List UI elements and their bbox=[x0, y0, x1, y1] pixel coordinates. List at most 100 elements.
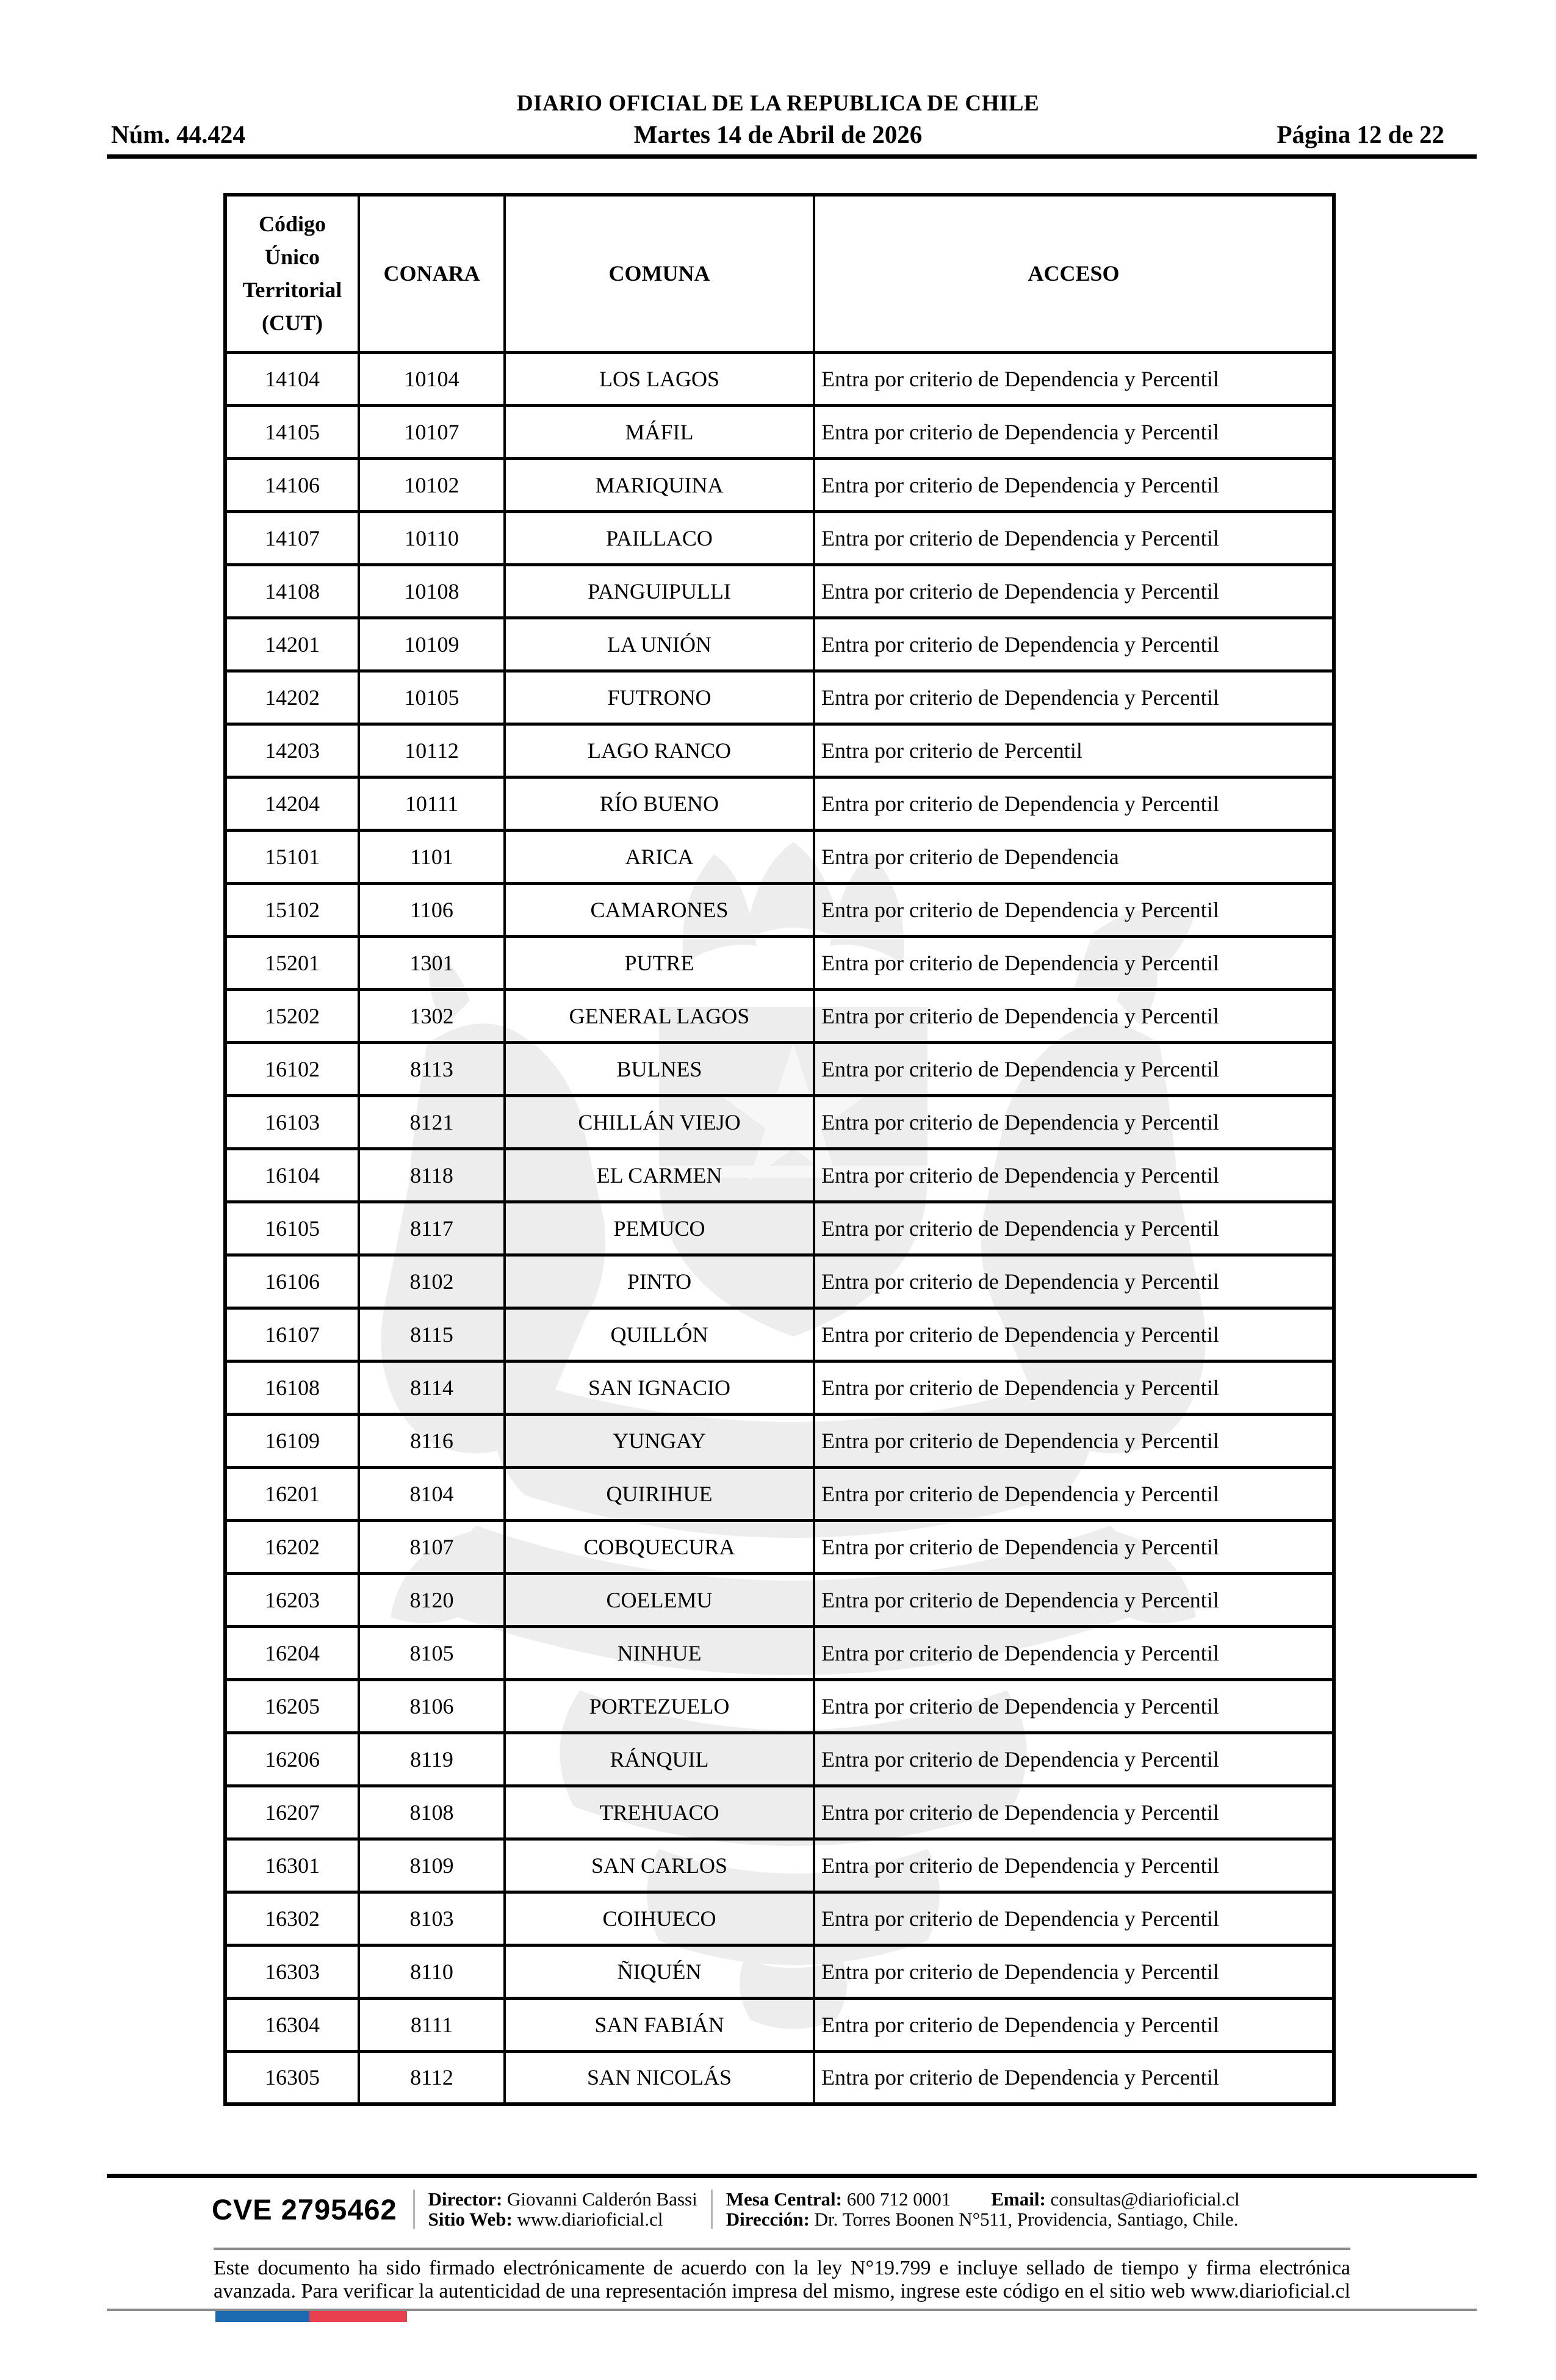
direccion-line: Dirección: Dr. Torres Boonen N°511, Prov… bbox=[726, 2209, 1240, 2229]
cell-comuna: SAN FABIÁN bbox=[503, 1996, 815, 2053]
cell-comuna: ÑIQUÉN bbox=[503, 1943, 815, 2000]
direccion-value: Dr. Torres Boonen N°511, Providencia, Sa… bbox=[814, 2209, 1239, 2230]
cell-cut: 16202 bbox=[224, 1518, 360, 1575]
table-row: 16102 8113 BULNES Entra por criterio de … bbox=[224, 1040, 1335, 1097]
cell-acceso: Entra por criterio de Dependencia y Perc… bbox=[813, 403, 1335, 460]
cell-cut: 16207 bbox=[224, 1784, 360, 1841]
cell-comuna: PEMUCO bbox=[503, 1200, 815, 1257]
email-label: Email: bbox=[991, 2188, 1046, 2210]
cell-cut: 16205 bbox=[224, 1678, 360, 1734]
table-row: 16202 8107 COBQUECURA Entra por criterio… bbox=[224, 1518, 1335, 1575]
cell-acceso: Entra por criterio de Dependencia y Perc… bbox=[813, 456, 1335, 513]
column-header-conara: CONARA bbox=[358, 193, 506, 354]
cell-cut: 16204 bbox=[224, 1625, 360, 1681]
cell-comuna: COBQUECURA bbox=[503, 1518, 815, 1575]
cell-acceso: Entra por criterio de Dependencia y Perc… bbox=[813, 1359, 1335, 1416]
cell-conara: 8108 bbox=[358, 1784, 506, 1841]
cell-cut: 16206 bbox=[224, 1731, 360, 1787]
cell-conara: 10110 bbox=[358, 510, 506, 566]
cell-conara: 8114 bbox=[358, 1359, 506, 1416]
flag-red-segment bbox=[309, 2311, 407, 2322]
cell-conara: 10104 bbox=[358, 350, 506, 407]
cell-conara: 8107 bbox=[358, 1518, 506, 1575]
cell-comuna: CAMARONES bbox=[503, 881, 815, 938]
table-row: 14107 10110 PAILLACO Entra por criterio … bbox=[224, 510, 1335, 566]
cell-cut: 15102 bbox=[224, 881, 360, 938]
table-row: 16304 8111 SAN FABIÁN Entra por criterio… bbox=[224, 1996, 1335, 2053]
table-row: 16107 8115 QUILLÓN Entra por criterio de… bbox=[224, 1306, 1335, 1363]
table-row: 14202 10105 FUTRONO Entra por criterio d… bbox=[224, 669, 1335, 726]
cell-comuna: LAGO RANCO bbox=[503, 722, 815, 779]
cell-comuna: SAN NICOLÁS bbox=[503, 2049, 815, 2106]
cell-acceso: Entra por criterio de Dependencia y Perc… bbox=[813, 1040, 1335, 1097]
cell-comuna: COELEMU bbox=[503, 1571, 815, 1628]
cell-acceso: Entra por criterio de Percentil bbox=[813, 722, 1335, 779]
cell-conara: 8104 bbox=[358, 1465, 506, 1522]
cell-conara: 8110 bbox=[358, 1943, 506, 2000]
cell-conara: 8112 bbox=[358, 2049, 506, 2106]
cell-cut: 14203 bbox=[224, 722, 360, 779]
cell-cut: 15202 bbox=[224, 987, 360, 1044]
column-header-cut: Código Único Territorial (CUT) bbox=[224, 193, 360, 354]
cell-acceso: Entra por criterio de Dependencia y Perc… bbox=[813, 563, 1335, 619]
cell-comuna: FUTRONO bbox=[503, 669, 815, 726]
cell-acceso: Entra por criterio de Dependencia y Perc… bbox=[813, 881, 1335, 938]
cell-conara: 10107 bbox=[358, 403, 506, 460]
mesa-value: 600 712 0001 bbox=[846, 2188, 951, 2210]
table-row: 14104 10104 LOS LAGOS Entra por criterio… bbox=[224, 350, 1335, 407]
cell-cut: 16107 bbox=[224, 1306, 360, 1363]
cell-cut: 16104 bbox=[224, 1147, 360, 1203]
cell-acceso: Entra por criterio de Dependencia y Perc… bbox=[813, 350, 1335, 407]
legal-notice: Este documento ha sido firmado electróni… bbox=[214, 2257, 1350, 2302]
communes-table: Código Único Territorial (CUT) CONARA CO… bbox=[223, 193, 1336, 2106]
cell-conara: 10111 bbox=[358, 775, 506, 832]
page-title: DIARIO OFICIAL DE LA REPUBLICA DE CHILE bbox=[516, 91, 1040, 116]
cell-cut: 14106 bbox=[224, 456, 360, 513]
cell-conara: 8103 bbox=[358, 1890, 506, 1947]
cell-comuna: LA UNIÓN bbox=[503, 616, 815, 673]
sitio-value: www.diarioficial.cl bbox=[517, 2209, 663, 2230]
cell-cut: 16302 bbox=[224, 1890, 360, 1947]
chile-flag-bar bbox=[215, 2311, 407, 2322]
cell-cut: 16108 bbox=[224, 1359, 360, 1416]
table-row: 16207 8108 TREHUACO Entra por criterio d… bbox=[224, 1784, 1335, 1841]
cell-cut: 16109 bbox=[224, 1412, 360, 1469]
table-row: 16105 8117 PEMUCO Entra por criterio de … bbox=[224, 1200, 1335, 1257]
cell-comuna: PUTRE bbox=[503, 934, 815, 991]
mesa-label: Mesa Central: bbox=[726, 2188, 842, 2210]
table-row: 15102 1106 CAMARONES Entra por criterio … bbox=[224, 881, 1335, 938]
cell-comuna: MÁFIL bbox=[503, 403, 815, 460]
cell-cut: 14104 bbox=[224, 350, 360, 407]
cell-acceso: Entra por criterio de Dependencia y Perc… bbox=[813, 1253, 1335, 1310]
table-row: 14201 10109 LA UNIÓN Entra por criterio … bbox=[224, 616, 1335, 673]
cell-comuna: RÁNQUIL bbox=[503, 1731, 815, 1787]
cell-cut: 16303 bbox=[224, 1943, 360, 2000]
cell-acceso: Entra por criterio de Dependencia y Perc… bbox=[813, 1943, 1335, 2000]
communes-table-wrap: Código Único Territorial (CUT) CONARA CO… bbox=[223, 193, 1336, 2106]
cell-acceso: Entra por criterio de Dependencia y Perc… bbox=[813, 1890, 1335, 1947]
director-line: Director: Giovanni Calderón Bassi bbox=[428, 2189, 697, 2209]
contact-block: Mesa Central: 600 712 0001 Email: consult… bbox=[726, 2189, 1240, 2229]
cell-comuna: LOS LAGOS bbox=[503, 350, 815, 407]
cell-comuna: PORTEZUELO bbox=[503, 1678, 815, 1734]
cell-acceso: Entra por criterio de Dependencia y Perc… bbox=[813, 669, 1335, 726]
director-label: Director: bbox=[428, 2188, 503, 2210]
table-row: 14108 10108 PANGUIPULLI Entra por criter… bbox=[224, 563, 1335, 619]
cell-comuna: BULNES bbox=[503, 1040, 815, 1097]
cell-conara: 8121 bbox=[358, 1094, 506, 1150]
table-row: 16301 8109 SAN CARLOS Entra por criterio… bbox=[224, 1837, 1335, 1894]
footer-info-bar: CVE 2795462 Director: Giovanni Calderón … bbox=[212, 2185, 1371, 2234]
direccion-label: Dirección: bbox=[726, 2209, 810, 2230]
cell-comuna: CHILLÁN VIEJO bbox=[503, 1094, 815, 1150]
issue-date: Martes 14 de Abril de 2026 bbox=[633, 120, 923, 148]
cell-conara: 8111 bbox=[358, 1996, 506, 2053]
footer-divider-2 bbox=[710, 2190, 713, 2229]
footer-divider-1 bbox=[412, 2190, 415, 2229]
cell-conara: 1301 bbox=[358, 934, 506, 991]
cell-comuna: EL CARMEN bbox=[503, 1147, 815, 1203]
cell-acceso: Entra por criterio de Dependencia y Perc… bbox=[813, 1412, 1335, 1469]
cell-conara: 8105 bbox=[358, 1625, 506, 1681]
cell-comuna: SAN IGNACIO bbox=[503, 1359, 815, 1416]
issue-number: Núm. 44.424 bbox=[111, 120, 245, 148]
cell-acceso: Entra por criterio de Dependencia bbox=[813, 828, 1335, 885]
